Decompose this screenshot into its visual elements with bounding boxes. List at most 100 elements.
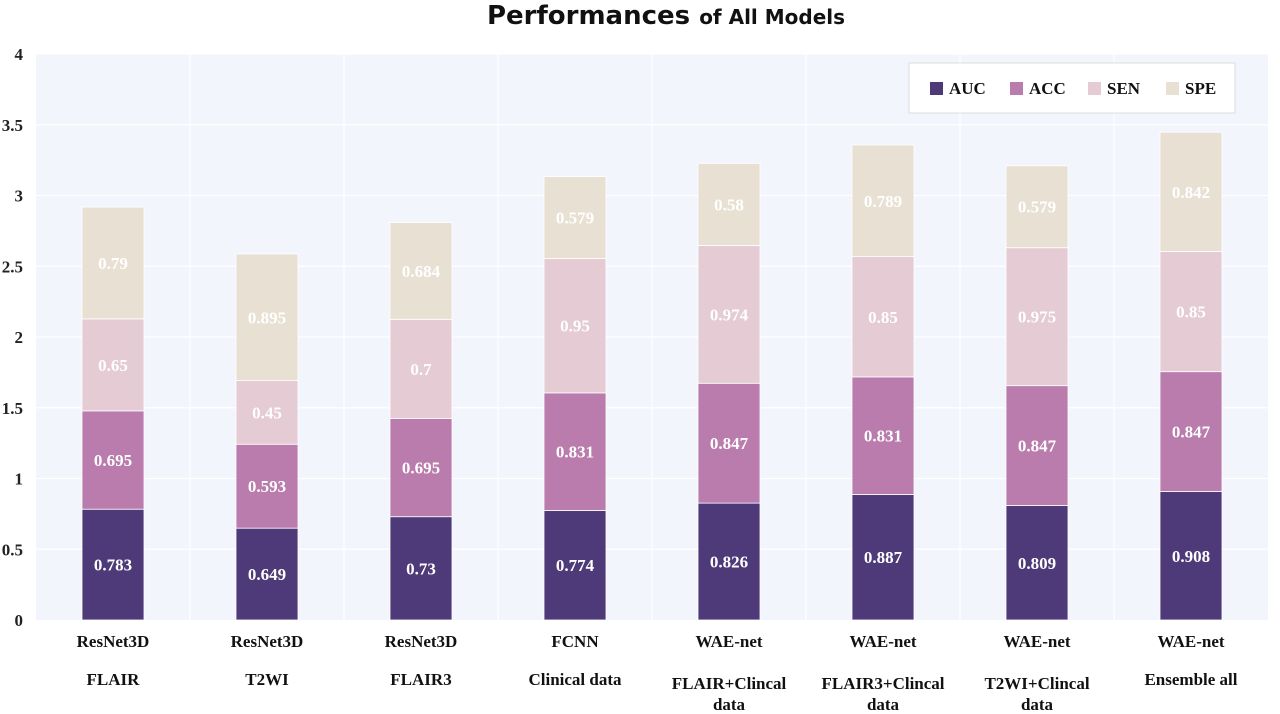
bar-segment [389,318,453,419]
bar-segment [1159,250,1223,373]
bar-segment [1005,505,1069,621]
data-label: 0.593 [248,477,286,496]
bar-segment [1159,371,1223,492]
x-category-label: T2WI+Clincal [984,674,1089,693]
y-tick-label: 3.5 [2,116,23,135]
legend-swatch [1166,82,1179,95]
bar-segment [543,258,607,394]
y-tick-label: 4 [15,45,24,64]
data-label: 0.73 [406,559,436,578]
data-label: 0.684 [402,262,441,281]
data-label: 0.831 [556,443,594,462]
bar-segment [389,417,453,518]
x-category-label: FLAIR [87,670,141,689]
x-category-label: data [1021,695,1054,714]
data-label: 0.774 [556,556,595,575]
x-category-label: T2WI [245,670,289,689]
legend: AUC ACC SEN SPE [908,62,1236,114]
bar-segment [543,176,607,259]
chart-title: Performances of All Models [487,1,845,31]
data-label: 0.842 [1172,183,1210,202]
data-label: 0.85 [1176,303,1206,322]
x-category-label: FLAIR+Clincal [672,674,787,693]
bar-segment [235,527,299,621]
bar-segment [1005,385,1069,506]
legend-label: SPE [1185,79,1216,98]
legend-box [908,62,1236,114]
bar-segment [235,443,299,529]
chart-title-main: Performances [487,1,699,31]
data-label: 0.847 [710,434,749,453]
bar-segment [697,502,761,621]
data-label: 0.975 [1018,308,1056,327]
bar-segment [235,253,299,381]
data-label: 0.789 [864,192,902,211]
bar-segment [543,392,607,511]
data-label: 0.95 [560,317,590,336]
y-tick-label: 2.5 [2,257,23,276]
data-label: 0.695 [402,459,440,478]
data-label: 0.579 [556,209,594,228]
bar-segment [851,144,915,258]
data-label: 0.649 [248,565,286,584]
bar-segment [851,256,915,378]
bar-segment [697,162,761,246]
x-category-label: FCNN [551,632,599,651]
data-label: 0.887 [864,548,903,567]
legend-label: AUC [949,79,986,98]
x-category-label: WAE-net [849,632,916,651]
y-tick-label: 3 [15,187,24,206]
x-category-label: Ensemble all [1144,670,1237,689]
data-label: 0.847 [1018,437,1057,456]
data-label: 0.831 [864,427,902,446]
chart-title-sub: of All Models [699,5,845,29]
y-tick-label: 2 [15,328,24,347]
x-category-label: FLAIR3 [390,670,451,689]
bar-segment [235,380,299,445]
bar-segment [81,206,145,320]
x-category-label: WAE-net [695,632,762,651]
bar-segment [1159,131,1223,252]
y-tick-label: 1.5 [2,399,23,418]
data-label: 0.809 [1018,554,1056,573]
data-label: 0.908 [1172,547,1210,566]
data-label: 0.85 [868,308,898,327]
legend-label: SEN [1107,79,1141,98]
bar-segment [1159,491,1223,621]
bar-segment [1005,165,1069,249]
data-label: 0.847 [1172,423,1211,442]
x-category-label: data [867,695,900,714]
bar-segment [543,510,607,621]
legend-swatch [1088,82,1101,95]
x-category-label: data [713,695,746,714]
bar-segment [389,222,453,320]
data-label: 0.65 [98,356,128,375]
bar-segment [389,516,453,621]
bar-segment [851,376,915,495]
data-label: 0.974 [710,305,749,324]
data-label: 0.783 [94,556,132,575]
data-label: 0.45 [252,403,282,422]
legend-swatch [930,82,943,95]
legend-swatch [1010,82,1023,95]
x-category-label: FLAIR3+Clincal [821,674,944,693]
data-label: 0.895 [248,308,286,327]
data-label: 0.695 [94,451,132,470]
data-label: 0.826 [710,553,748,572]
data-label: 0.7 [410,360,432,379]
data-label: 0.79 [98,254,128,273]
bar-segment [697,382,761,504]
x-category-label: WAE-net [1003,632,1070,651]
data-label: 0.579 [1018,198,1056,217]
x-category-label: Clinical data [528,670,622,689]
bar-segment [851,494,915,621]
legend-label: ACC [1029,79,1066,98]
y-tick-label: 1 [15,470,24,489]
x-category-label: ResNet3D [77,632,150,651]
data-label: 0.58 [714,195,744,214]
bar-segment [697,245,761,384]
y-tick-label: 0 [15,611,24,630]
bar-segment [1005,247,1069,387]
